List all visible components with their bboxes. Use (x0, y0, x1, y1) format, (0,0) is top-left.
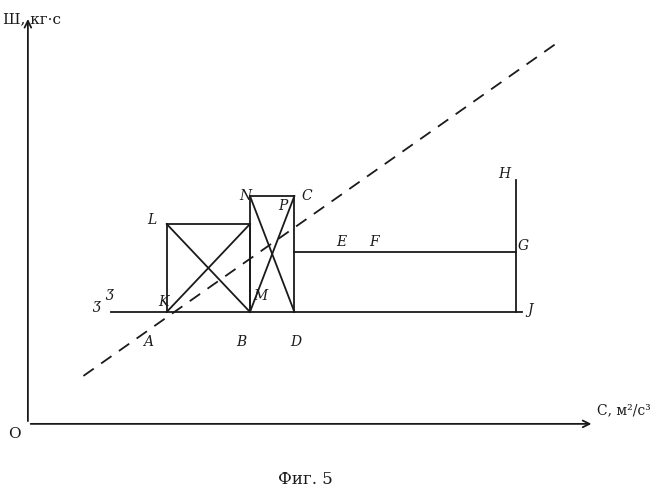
Text: A: A (143, 335, 153, 349)
Text: C: C (301, 189, 311, 203)
Text: G: G (518, 239, 529, 253)
Text: С, м²/с³: С, м²/с³ (597, 403, 650, 417)
Text: N: N (239, 189, 251, 203)
Text: K: K (158, 295, 169, 309)
Text: M: M (253, 289, 267, 303)
Text: F: F (369, 235, 379, 249)
Text: E: E (336, 235, 346, 249)
Text: O: O (9, 427, 21, 441)
Text: Ʒ: Ʒ (92, 301, 100, 315)
Text: P: P (278, 199, 287, 213)
Text: J: J (528, 303, 533, 317)
Text: Ш, кг·с: Ш, кг·с (3, 12, 61, 26)
Text: B: B (236, 335, 246, 349)
Text: Фиг. 5: Фиг. 5 (278, 472, 333, 488)
Text: D: D (290, 335, 302, 349)
Text: L: L (147, 213, 156, 227)
Text: Ʒ: Ʒ (106, 289, 114, 303)
Text: H: H (499, 167, 511, 181)
